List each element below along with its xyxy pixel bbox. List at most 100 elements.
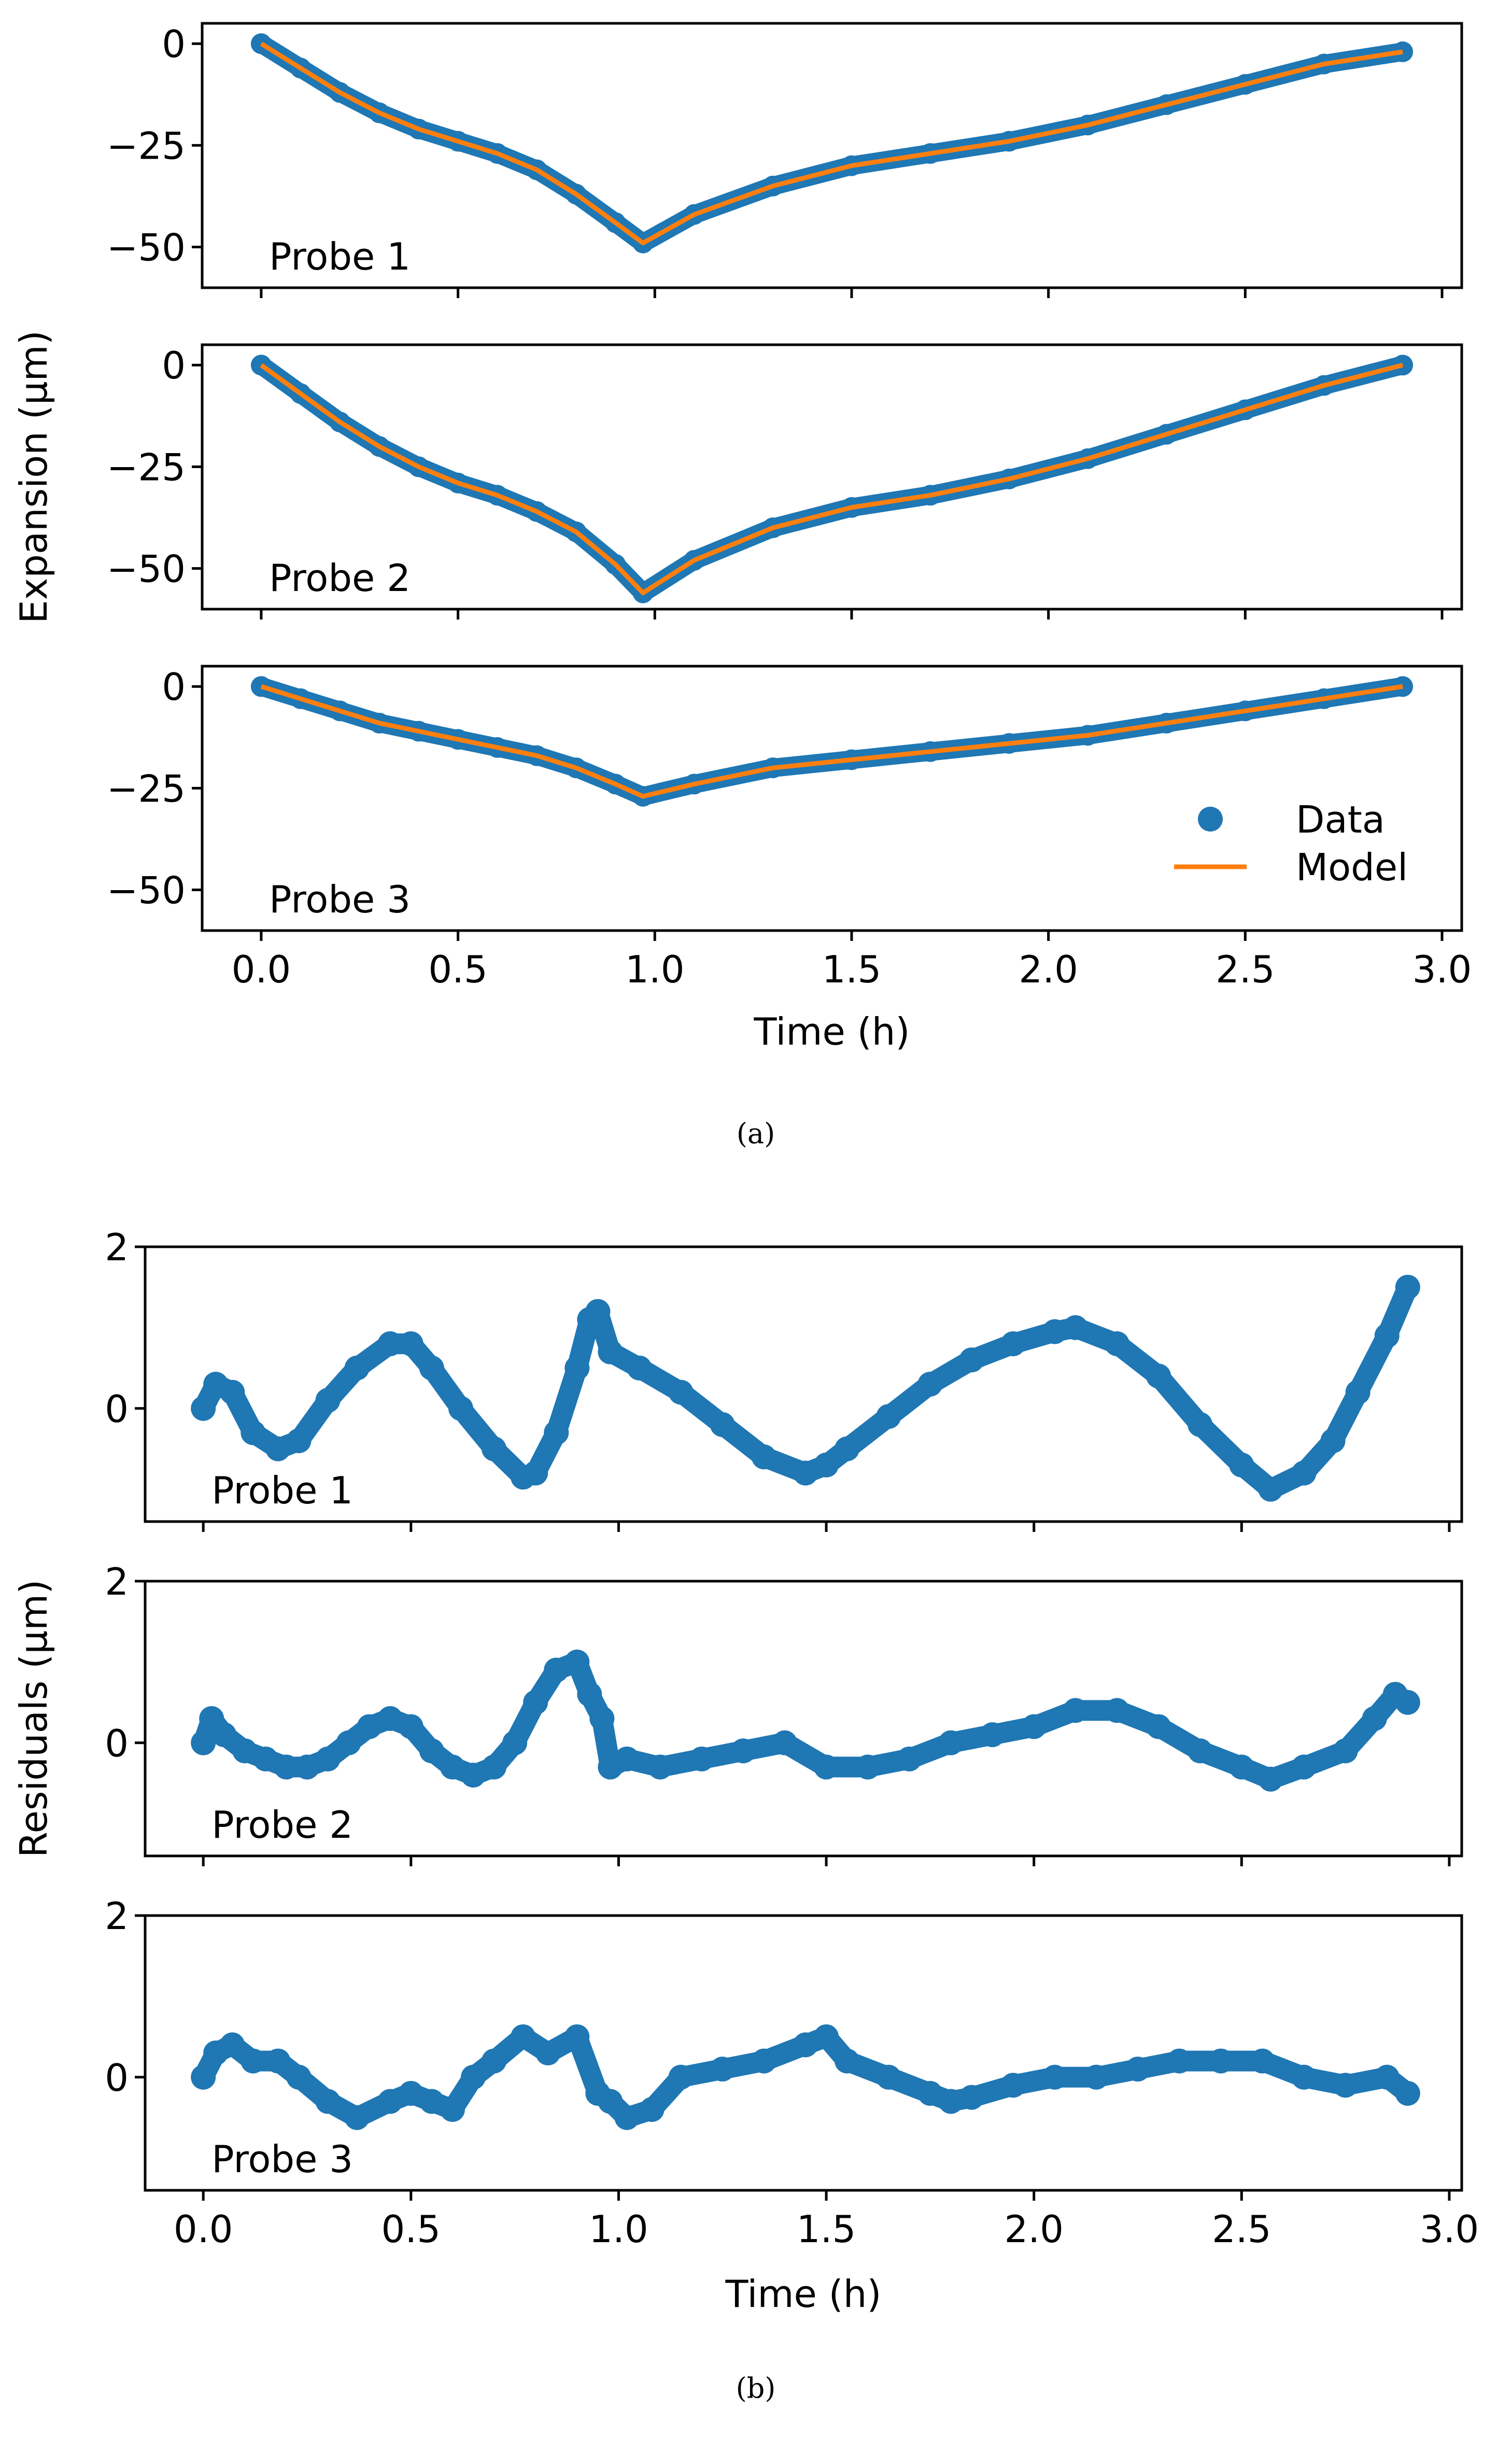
data-point	[398, 1331, 423, 1357]
data-point	[639, 2097, 665, 2122]
data-point	[286, 1428, 312, 1454]
data-point	[564, 1355, 590, 1381]
data-point	[1258, 1476, 1283, 1502]
data-point	[265, 1436, 291, 1461]
data-point	[1042, 2064, 1067, 2090]
data-point	[440, 1754, 465, 1780]
probe-label: Probe 3	[211, 2137, 353, 2181]
data-point	[448, 1396, 473, 1421]
x-axis-label: Time (h)	[725, 2272, 882, 2316]
data-point	[274, 1754, 299, 1780]
x-tick-label: 0.5	[428, 948, 488, 991]
data-point	[523, 1460, 548, 1486]
y-tick-label: −25	[107, 767, 186, 810]
data-point	[1291, 1460, 1317, 1486]
data-point	[315, 1746, 341, 1771]
data-point	[614, 1746, 640, 1771]
data-point	[917, 1372, 943, 1397]
data-band	[193, 1276, 1418, 1500]
data-point	[523, 1690, 548, 1715]
data-point	[253, 1746, 278, 1771]
data-point	[1188, 1738, 1213, 1764]
y-tick-label: 0	[105, 1387, 129, 1431]
chart-residuals: 2 0 Probe 1 2 0 Probe 2 2 0 0.0 0.5 1.0 1.5 2.0 2.5 3.…	[12, 1226, 1479, 2316]
probe-label: Probe 2	[269, 556, 411, 600]
data-point	[1333, 1738, 1358, 1764]
data-point	[793, 2032, 818, 2058]
x-tick-label: 0.5	[381, 2207, 441, 2251]
y-tick-label: 2	[105, 1560, 129, 1603]
data-point	[814, 1452, 839, 1477]
plot-area	[250, 676, 1414, 807]
y-tick-label: −50	[107, 869, 186, 912]
data-point	[1229, 1452, 1254, 1477]
caption-b: (b)	[736, 2372, 776, 2404]
model-line	[260, 684, 1403, 799]
data-point	[344, 2105, 370, 2130]
model-line	[260, 362, 1404, 596]
plot-area	[191, 1649, 1420, 1792]
panel-1: 0 −25 −50 Probe 1	[107, 22, 1463, 298]
data-point	[564, 1649, 590, 1674]
data-point	[751, 1444, 776, 1470]
data-point	[1146, 1363, 1171, 1389]
panel-2: 2 0 Probe 2	[105, 1560, 1463, 1866]
y-tick-label: 0	[162, 665, 186, 709]
data-point	[220, 1380, 245, 1405]
data-point	[751, 2048, 776, 2074]
data-point	[377, 2089, 403, 2114]
x-tick-label: 3.0	[1420, 2207, 1479, 2251]
data-point	[482, 1436, 507, 1461]
data-point	[315, 1388, 341, 1413]
x-tick-label: 2.0	[1004, 2207, 1064, 2251]
data-point	[835, 2048, 860, 2074]
panel-frame	[201, 665, 1463, 932]
probe-label: Probe 3	[269, 878, 411, 921]
data-point	[1000, 2073, 1026, 2098]
data-point	[1104, 1331, 1129, 1357]
data-point	[772, 1730, 797, 1755]
x-tick-label: 2.5	[1212, 2207, 1271, 2251]
data-point	[598, 1339, 623, 1364]
panel-1: 2 0 Probe 1	[105, 1226, 1463, 1532]
data-point	[1395, 1274, 1420, 1300]
data-point	[627, 1355, 652, 1381]
data-point	[1146, 1714, 1171, 1739]
y-tick-label: 2	[105, 1894, 129, 1938]
data-point	[419, 1738, 444, 1764]
data-point	[730, 1738, 756, 1764]
data-point	[419, 1355, 444, 1381]
data-point	[835, 1436, 860, 1461]
data-point	[855, 1754, 881, 1780]
x-tick-label: 0.0	[174, 2207, 233, 2251]
data-point	[191, 2064, 216, 2090]
x-axis-label: Time (h)	[754, 1010, 910, 1053]
data-point	[1374, 2064, 1400, 2090]
panel-3: 0 −25 −50 0.0 0.5 1.0 1.5 2.0 2.5 3.0 Probe 3	[107, 665, 1472, 991]
y-tick-label: 0	[162, 344, 186, 387]
data-point	[668, 2064, 694, 2090]
data-point	[1083, 2064, 1109, 2090]
y-tick-label: −50	[107, 547, 186, 591]
data-point	[398, 2080, 423, 2106]
data-point	[876, 1404, 901, 1429]
y-axis-label: Residuals (μm)	[12, 1580, 55, 1858]
x-tick-label: 0.0	[232, 948, 291, 991]
data-point	[232, 1738, 258, 1764]
probe-label: Probe 1	[269, 235, 411, 278]
data-point	[1021, 1714, 1047, 1739]
data-point	[1125, 2057, 1151, 2082]
data-point	[1188, 1412, 1213, 1437]
data-band	[251, 34, 1412, 252]
model-line	[260, 41, 1403, 246]
panel-frame	[144, 1245, 1463, 1523]
data-point	[917, 2080, 943, 2106]
probe-label: Probe 1	[211, 1469, 353, 1512]
plot-area	[191, 2024, 1420, 2130]
data-point	[1104, 1698, 1129, 1723]
data-point	[1374, 1323, 1400, 1348]
data-point	[191, 1396, 216, 1421]
plot-area	[250, 355, 1414, 603]
data-point	[419, 2089, 444, 2114]
